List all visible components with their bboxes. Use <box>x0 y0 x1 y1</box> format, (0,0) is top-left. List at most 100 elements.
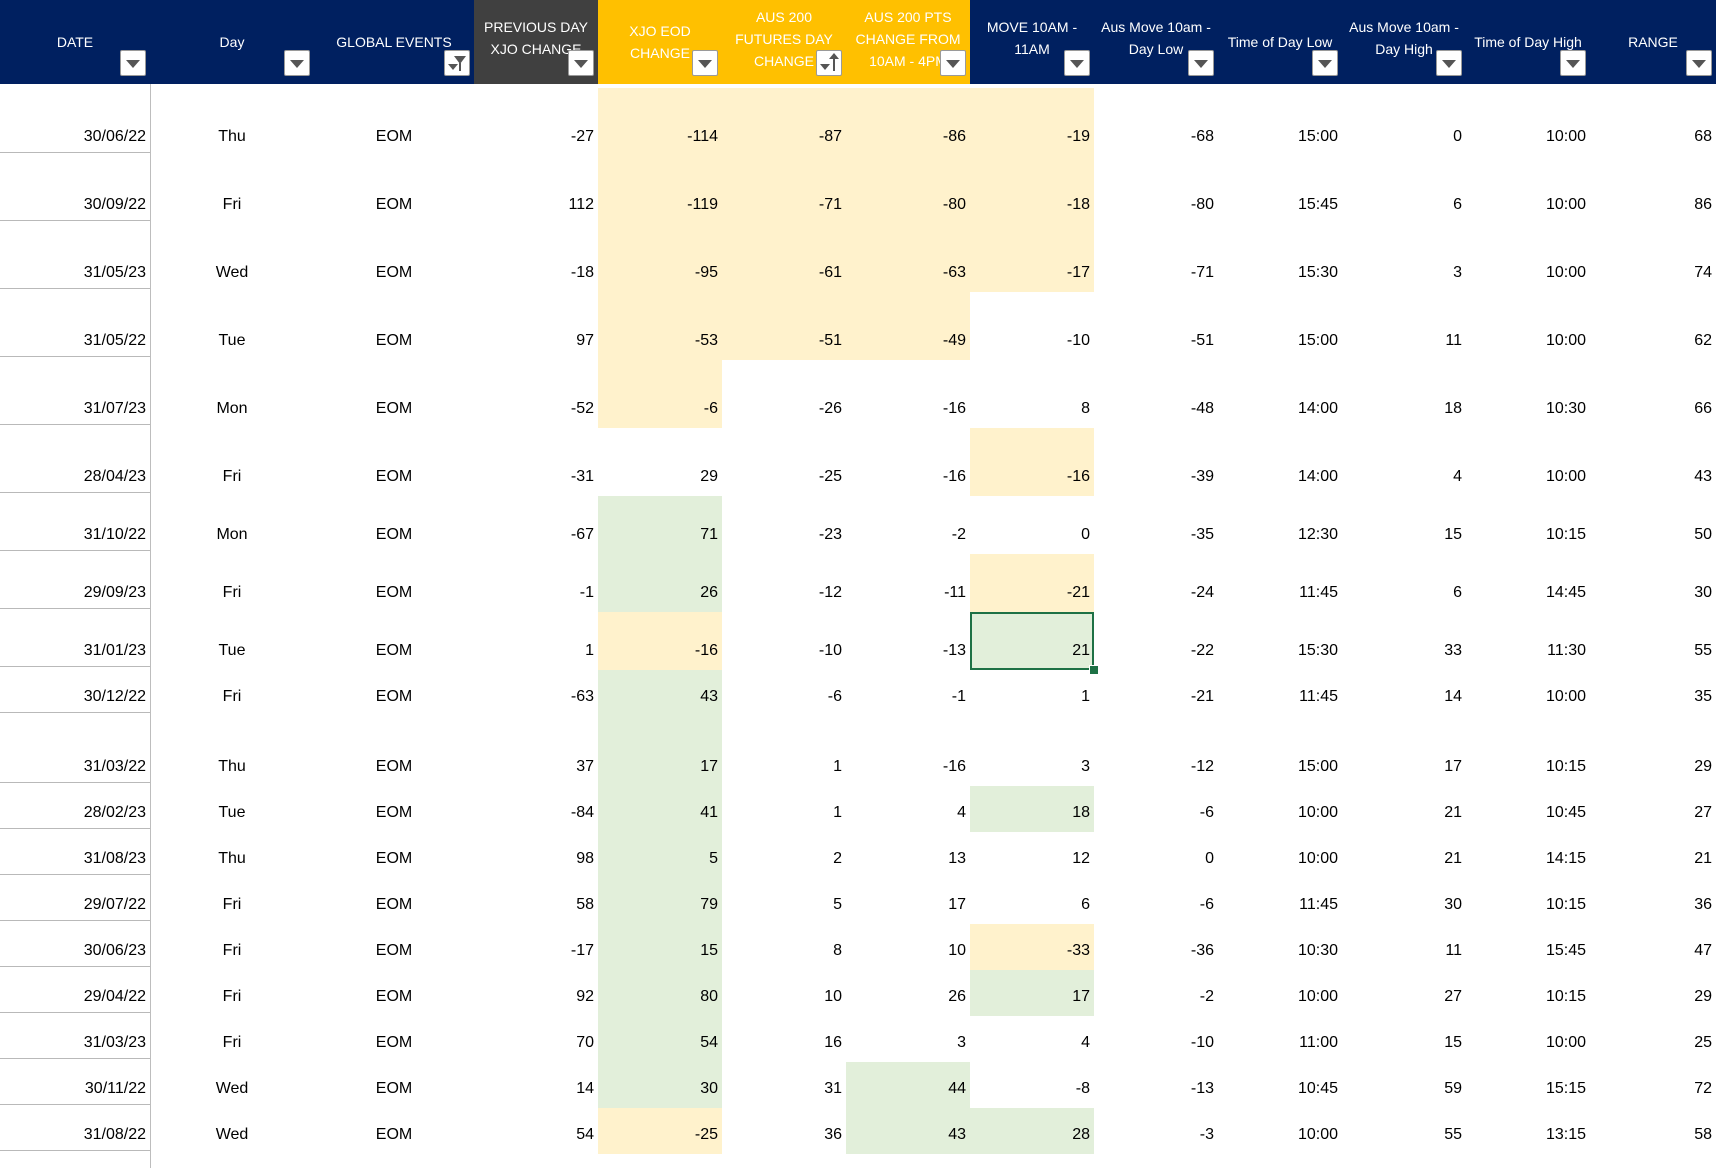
filter-dropdown-icon[interactable] <box>692 50 718 76</box>
cell-date[interactable]: 29/04/22 <box>83 988 146 1005</box>
cell-event[interactable]: EOM <box>375 804 413 821</box>
cell-event[interactable]: EOM <box>375 1080 413 1097</box>
cell-eod[interactable]: 80 <box>700 988 718 1005</box>
cell-range[interactable]: 47 <box>1694 942 1712 959</box>
cell-event[interactable]: EOM <box>375 128 413 145</box>
cell-tlow[interactable]: 11:45 <box>1299 688 1338 705</box>
cell-low[interactable]: -68 <box>1190 128 1214 145</box>
cell-high[interactable]: 59 <box>1444 1080 1462 1097</box>
cell-eod[interactable]: 71 <box>700 526 718 543</box>
cell-eod[interactable]: -119 <box>687 196 718 213</box>
cell-fut[interactable]: 5 <box>833 896 842 913</box>
cell-low[interactable]: -3 <box>1199 1126 1214 1143</box>
cell-event[interactable]: EOM <box>375 584 413 601</box>
cell-prev[interactable]: 98 <box>576 850 594 867</box>
cell-event[interactable]: EOM <box>375 642 413 659</box>
cell-day[interactable]: Tue <box>218 332 246 349</box>
cell-low[interactable]: -39 <box>1190 468 1214 485</box>
cell-pts[interactable]: -1 <box>951 688 966 705</box>
cell-prev[interactable]: -31 <box>570 468 594 485</box>
cell-eod[interactable]: 15 <box>700 942 718 959</box>
filter-dropdown-icon[interactable] <box>1686 50 1712 76</box>
cell-eod[interactable]: 79 <box>700 896 718 913</box>
cell-move[interactable]: 1 <box>1081 688 1090 705</box>
cell-range[interactable]: 30 <box>1694 584 1712 601</box>
cell-move[interactable]: -18 <box>1066 196 1090 213</box>
cell-event[interactable]: EOM <box>375 526 413 543</box>
cell-range[interactable]: 58 <box>1694 1126 1712 1143</box>
filter-dropdown-icon[interactable] <box>120 50 146 76</box>
cell-date[interactable]: 31/07/23 <box>83 400 146 417</box>
cell-fut[interactable]: -6 <box>827 688 842 705</box>
column-header-xjo-eod[interactable]: XJO EOD CHANGE <box>598 0 722 84</box>
cell-tlow[interactable]: 15:45 <box>1297 196 1338 213</box>
cell-event[interactable]: EOM <box>375 468 413 485</box>
cell-high[interactable]: 18 <box>1444 400 1462 417</box>
cell-date[interactable]: 31/05/22 <box>83 332 146 349</box>
cell-date[interactable]: 29/07/22 <box>83 896 146 913</box>
cell-prev[interactable]: -67 <box>570 526 594 543</box>
cell-move[interactable]: 28 <box>1072 1126 1090 1143</box>
cell-event[interactable]: EOM <box>375 850 413 867</box>
cell-high[interactable]: 4 <box>1453 468 1462 485</box>
cell-low[interactable]: -36 <box>1190 942 1214 959</box>
cell-fut[interactable]: -71 <box>818 196 842 213</box>
cell-tlow[interactable]: 15:00 <box>1297 332 1338 349</box>
cell-prev[interactable]: 37 <box>576 758 594 775</box>
cell-range[interactable]: 21 <box>1694 850 1712 867</box>
cell-prev[interactable]: -84 <box>570 804 594 821</box>
cell-event[interactable]: EOM <box>375 400 413 417</box>
cell-thigh[interactable]: 10:15 <box>1545 896 1586 913</box>
cell-thigh[interactable]: 14:15 <box>1545 850 1586 867</box>
cell-tlow[interactable]: 11:00 <box>1299 1034 1338 1051</box>
cell-pts[interactable]: -16 <box>942 758 966 775</box>
cell-prev[interactable]: 54 <box>576 1126 594 1143</box>
column-header-aus200-pts[interactable]: AUS 200 PTS CHANGE FROM 10AM - 4PM <box>846 0 970 84</box>
cell-move[interactable]: 6 <box>1081 896 1090 913</box>
cell-prev[interactable]: 112 <box>568 196 594 213</box>
cell-day[interactable]: Fri <box>222 988 242 1005</box>
column-header-move-high[interactable]: Aus Move 10am - Day High <box>1342 0 1466 84</box>
cell-high[interactable]: 21 <box>1444 804 1462 821</box>
filter-dropdown-icon[interactable] <box>1312 50 1338 76</box>
cell-day[interactable]: Wed <box>215 1126 249 1143</box>
cell-tlow[interactable]: 10:45 <box>1297 1080 1338 1097</box>
cell-tlow[interactable]: 15:30 <box>1297 642 1338 659</box>
cell-tlow[interactable]: 15:30 <box>1297 264 1338 281</box>
cell-range[interactable]: 29 <box>1694 988 1712 1005</box>
cell-range[interactable]: 86 <box>1694 196 1712 213</box>
cell-fut[interactable]: -61 <box>818 264 842 281</box>
cell-low[interactable]: 0 <box>1205 850 1214 867</box>
cell-date[interactable]: 31/08/22 <box>83 1126 146 1143</box>
cell-day[interactable]: Thu <box>218 128 246 145</box>
cell-date[interactable]: 28/02/23 <box>83 804 146 821</box>
cell-eod[interactable]: 29 <box>700 468 718 485</box>
cell-eod[interactable]: -95 <box>694 264 718 281</box>
cell-eod[interactable]: -16 <box>694 642 718 659</box>
cell-day[interactable]: Fri <box>222 196 242 213</box>
cell-thigh[interactable]: 14:45 <box>1545 584 1586 601</box>
cell-day[interactable]: Wed <box>215 264 249 281</box>
cell-tlow[interactable]: 11:45 <box>1299 896 1338 913</box>
cell-event[interactable]: EOM <box>375 1126 413 1143</box>
column-header-time-low[interactable]: Time of Day Low <box>1218 0 1342 84</box>
sort-ascending-icon[interactable] <box>816 50 842 76</box>
cell-range[interactable]: 27 <box>1694 804 1712 821</box>
cell-day[interactable]: Mon <box>216 526 248 543</box>
cell-range[interactable]: 55 <box>1694 642 1712 659</box>
cell-high[interactable]: 33 <box>1444 642 1462 659</box>
cell-move[interactable]: 3 <box>1081 758 1090 775</box>
cell-thigh[interactable]: 10:45 <box>1545 804 1586 821</box>
cell-thigh[interactable]: 10:15 <box>1545 758 1586 775</box>
cell-day[interactable]: Tue <box>218 804 246 821</box>
cell-low[interactable]: -13 <box>1190 1080 1214 1097</box>
cell-fut[interactable]: -10 <box>818 642 842 659</box>
cell-eod[interactable]: 5 <box>709 850 718 867</box>
cell-high[interactable]: 11 <box>1445 332 1462 349</box>
cell-day[interactable]: Mon <box>216 400 248 417</box>
cell-eod[interactable]: 43 <box>700 688 718 705</box>
cell-low[interactable]: -21 <box>1190 688 1214 705</box>
cell-eod[interactable]: -25 <box>694 1126 718 1143</box>
cell-fut[interactable]: 10 <box>824 988 842 1005</box>
cell-prev[interactable]: -63 <box>570 688 594 705</box>
